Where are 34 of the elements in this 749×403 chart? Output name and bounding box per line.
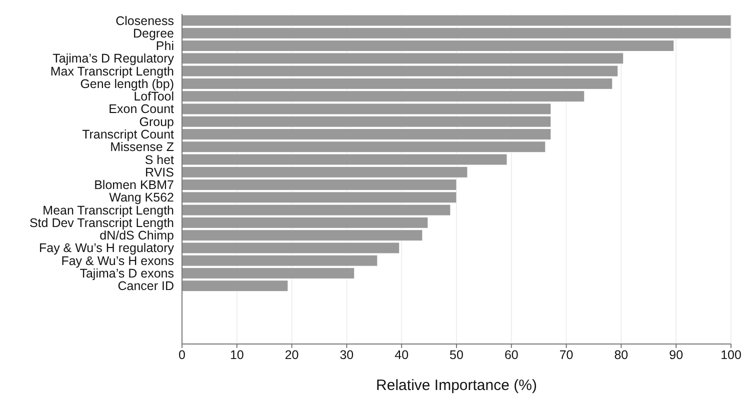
y-tick-label: Max Transcript Length	[50, 64, 174, 78]
y-tick-label: Degree	[133, 26, 174, 40]
x-tick-label: 20	[284, 348, 299, 362]
y-tick-label: RVIS	[145, 165, 174, 180]
x-tick-label: 30	[340, 348, 354, 362]
y-tick-label: Blomen KBM7	[94, 178, 174, 192]
y-tick-label: Mean Transcript Length	[42, 203, 174, 218]
y-tick-label: Fay & Wu’s H regulatory	[38, 241, 175, 256]
x-tick-label: 100	[720, 348, 742, 362]
y-tick-label: Phi	[156, 39, 174, 54]
y-tick-label: Tajima’s D Regulatory	[52, 52, 175, 66]
x-tick-label: 70	[559, 348, 574, 362]
y-tick-label: Group	[139, 114, 174, 129]
x-tick-label: 90	[669, 348, 684, 362]
x-tick-label: 60	[504, 348, 518, 362]
y-tick-label: Gene length (bp)	[80, 76, 174, 91]
x-tick-label: 0	[178, 348, 186, 362]
x-tick-label: 50	[450, 348, 464, 362]
y-tick-label: Std Dev Transcript Length	[29, 216, 174, 230]
y-tick-label: Cancer ID	[118, 279, 174, 294]
y-tick-label: S het	[144, 152, 175, 167]
y-tick-label: Closeness	[116, 14, 174, 28]
y-tick-label: Wang K562	[109, 190, 174, 205]
y-tick-label: Fay & Wu’s H exons	[61, 254, 174, 268]
x-axis-title: Relative Importance (%)	[376, 377, 537, 394]
y-tick-label: Tajima’s D exons	[80, 266, 174, 280]
y-tick-label: Transcript Count	[82, 127, 175, 142]
x-tick-label: 80	[614, 348, 628, 362]
y-tick-label: dN/dS Chimp	[100, 228, 174, 243]
y-tick-label: LofTool	[134, 90, 174, 104]
y-tick-label: Missense Z	[110, 140, 174, 154]
y-tick-label: Exon Count	[108, 102, 175, 116]
x-tick-label: 10	[230, 348, 244, 362]
x-tick-label: 40	[394, 348, 409, 362]
